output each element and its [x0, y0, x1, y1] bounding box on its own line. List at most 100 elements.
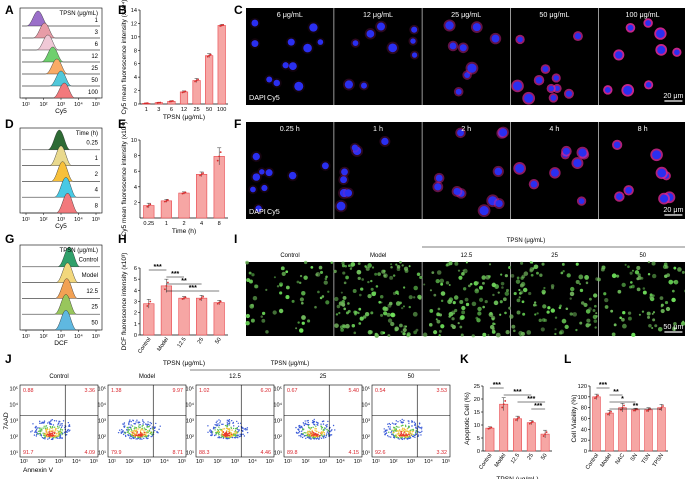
data-point — [531, 420, 534, 423]
cell-signal — [352, 289, 357, 293]
cell-signal — [324, 277, 328, 281]
cell-signal — [579, 321, 583, 325]
cell-signal — [429, 289, 433, 292]
cell-signal — [491, 329, 495, 332]
flow-event — [414, 422, 417, 425]
cell-signal — [668, 279, 674, 285]
cell-signal — [457, 321, 460, 325]
flow-event — [234, 435, 237, 437]
x-tick-label: TPSN — [652, 453, 665, 469]
flow-event — [316, 433, 318, 436]
data-point — [216, 302, 219, 305]
cell-signal — [307, 319, 311, 323]
flow-event — [35, 428, 38, 431]
flow-event — [408, 422, 410, 425]
cell-signal — [536, 312, 539, 315]
flow-event — [45, 427, 47, 430]
cell-signal — [621, 282, 626, 288]
flow-event — [147, 435, 149, 437]
histogram-level-label: 0.25 — [86, 140, 98, 146]
cell-signal — [494, 284, 500, 289]
flow-event — [45, 434, 48, 437]
flow-event — [238, 429, 240, 431]
flow-event — [149, 431, 152, 434]
dapi-nucleus — [674, 49, 680, 56]
cell-signal — [459, 325, 463, 329]
flow-event — [35, 431, 38, 433]
flow-event — [39, 422, 41, 425]
flow-event — [322, 431, 324, 433]
flow-event — [63, 431, 66, 434]
dapi-nucleus — [455, 88, 462, 95]
flow-event — [124, 425, 126, 427]
flow-event — [394, 430, 396, 432]
flow-event — [242, 433, 244, 435]
cell-signal — [499, 313, 502, 316]
flow-event — [312, 426, 314, 428]
flow-event — [57, 434, 59, 437]
micrograph-F-4: 8 h 20 μm — [598, 122, 685, 219]
flow-x-tick: 10³ — [407, 459, 415, 465]
flow-plot-frame — [195, 384, 275, 458]
histogram-legend-title: TPSN (μg/mL) — [60, 11, 98, 17]
flow-event — [400, 432, 403, 435]
data-point — [197, 78, 199, 81]
flow-event — [60, 423, 62, 425]
cell-signal — [285, 285, 290, 290]
dapi-nucleus — [548, 85, 554, 92]
cell-signal — [638, 313, 641, 316]
data-point — [219, 300, 222, 303]
flow-event — [216, 420, 218, 422]
cell-signal — [465, 302, 470, 307]
panel-i-column-label: 12.5 — [461, 253, 473, 259]
data-point — [206, 55, 209, 58]
flow-event — [421, 426, 423, 429]
cell-signal — [539, 273, 543, 277]
panel-label-E: E — [118, 117, 126, 131]
cell-signal — [518, 330, 523, 336]
cell-signal — [584, 275, 590, 280]
flow-event — [128, 429, 131, 431]
flow-event — [330, 434, 333, 436]
cell-signal — [459, 299, 464, 304]
cell-signal — [471, 301, 477, 307]
data-point — [594, 397, 596, 400]
flow-event — [320, 428, 323, 430]
cell-signal — [519, 290, 524, 295]
flow-event — [211, 432, 213, 434]
cell-signal — [402, 305, 405, 308]
histogram-tick-label: 10³ — [57, 217, 65, 223]
cell-signal — [622, 311, 626, 315]
cell-signal — [448, 297, 454, 302]
flow-event — [130, 424, 132, 426]
cell-signal — [380, 331, 384, 335]
cell-signal — [613, 323, 617, 327]
flow-event — [401, 428, 403, 431]
cell-signal — [280, 266, 285, 271]
cell-signal — [461, 305, 466, 311]
flow-event — [396, 426, 398, 428]
cell-signal — [547, 306, 551, 310]
flow-event — [245, 427, 247, 430]
cell-signal — [357, 276, 361, 280]
micrograph-I-0 — [245, 260, 334, 336]
cell-signal — [374, 272, 378, 276]
cell-signal — [403, 325, 407, 329]
cell-signal — [342, 271, 346, 275]
cell-signal — [373, 291, 377, 294]
flow-event — [65, 430, 68, 433]
flow-event — [151, 433, 153, 436]
cell-signal — [562, 270, 565, 273]
panel-i-column-label: Control — [280, 253, 299, 259]
flow-event — [409, 432, 411, 434]
cell-signal — [575, 279, 580, 285]
flow-event — [215, 432, 218, 434]
cell-signal — [448, 315, 451, 318]
flow-y-tick: 10³ — [274, 419, 282, 425]
cell-signal — [367, 280, 370, 284]
cell-signal — [550, 308, 556, 313]
flow-event — [141, 434, 144, 436]
histogram-peak — [22, 58, 100, 75]
